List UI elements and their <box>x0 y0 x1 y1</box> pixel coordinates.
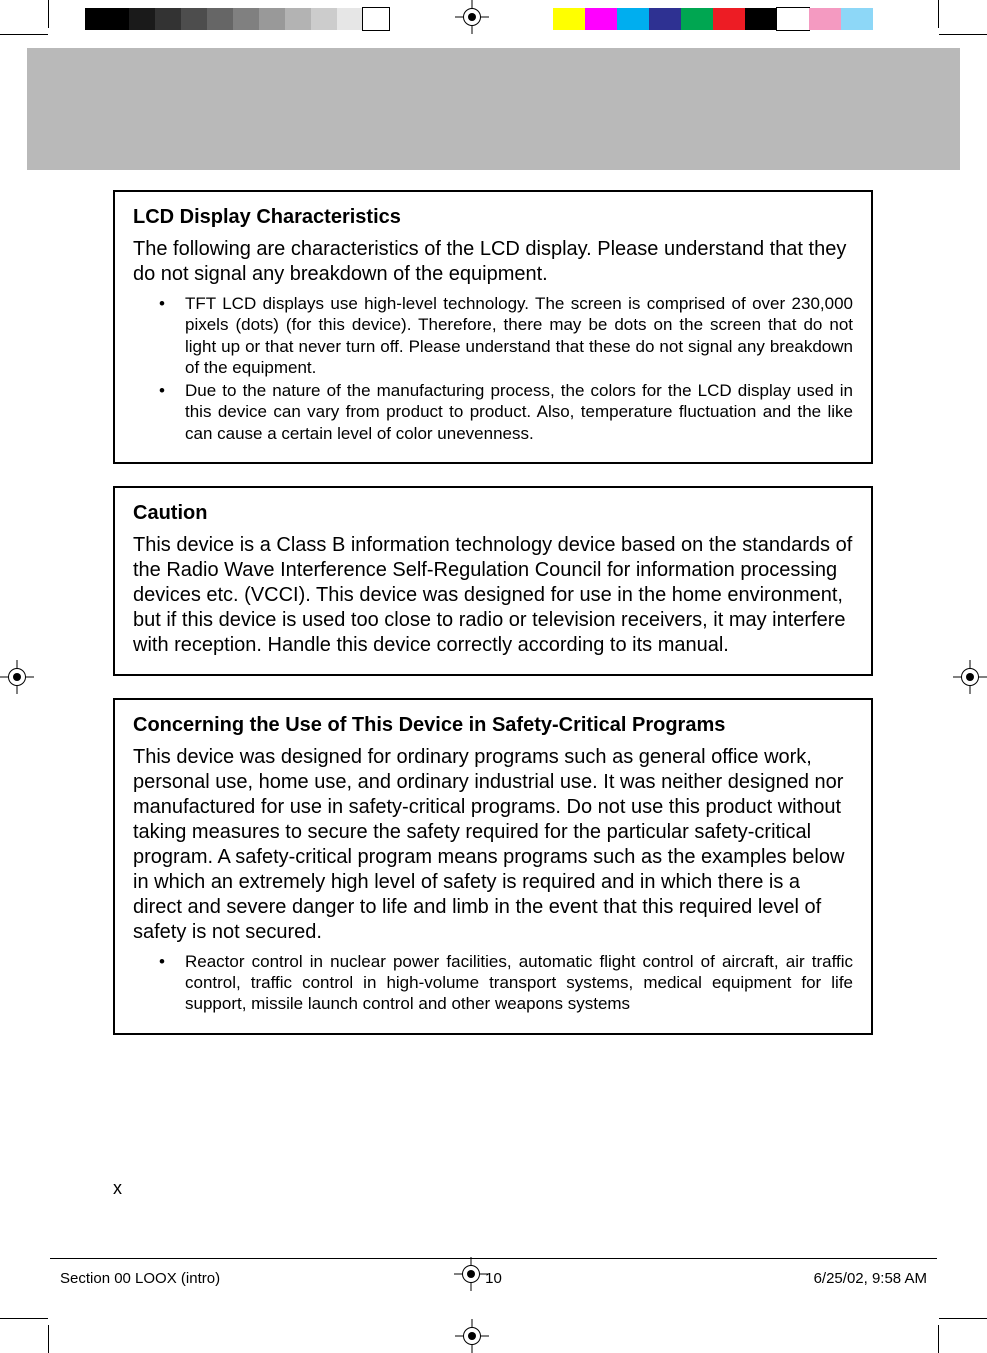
swatch <box>745 8 777 30</box>
crop-mark <box>938 0 939 28</box>
swatch <box>311 8 337 30</box>
crop-mark <box>48 0 49 28</box>
swatch <box>617 8 649 30</box>
crop-mark <box>939 1318 987 1319</box>
bullet-list: TFT LCD displays use high-level technolo… <box>153 293 853 444</box>
info-box-caution: Caution This device is a Class B informa… <box>113 486 873 676</box>
bullet-list: Reactor control in nuclear power facilit… <box>153 951 853 1015</box>
list-item: Reactor control in nuclear power facilit… <box>153 951 853 1015</box>
swatch <box>713 8 745 30</box>
box-title: Caution <box>133 502 853 525</box>
crop-mark <box>938 1325 939 1353</box>
footer-rule <box>50 1258 937 1259</box>
registration-mark-icon <box>953 660 987 694</box>
registration-mark-icon <box>455 1319 489 1353</box>
swatch <box>649 8 681 30</box>
proof-footer: Section 00 LOOX (intro) 10 6/25/02, 9:58… <box>60 1270 927 1287</box>
page-content: LCD Display Characteristics The followin… <box>113 190 873 1057</box>
list-item: Due to the nature of the manufacturing p… <box>153 380 853 444</box>
swatch <box>809 8 841 30</box>
grayscale-calibration-strip <box>85 8 389 30</box>
crop-mark <box>0 1318 48 1319</box>
box-title: Concerning the Use of This Device in Saf… <box>133 714 853 737</box>
footer-right: 6/25/02, 9:58 AM <box>814 1270 927 1287</box>
crop-mark <box>0 34 48 35</box>
swatch <box>85 8 129 30</box>
list-item: TFT LCD displays use high-level technolo… <box>153 293 853 378</box>
page-number-roman: x <box>113 1178 122 1199</box>
swatch <box>337 8 363 30</box>
swatch <box>207 8 233 30</box>
print-proof-page: LCD Display Characteristics The followin… <box>0 0 987 1353</box>
swatch <box>681 8 713 30</box>
box-body: This device is a Class B information tec… <box>133 533 853 658</box>
box-title: LCD Display Characteristics <box>133 206 853 229</box>
crop-mark <box>939 34 987 35</box>
footer-left: Section 00 LOOX (intro) <box>60 1270 220 1287</box>
swatch <box>259 8 285 30</box>
swatch <box>777 8 809 30</box>
swatch <box>155 8 181 30</box>
swatch <box>553 8 585 30</box>
footer-center: 10 <box>485 1270 502 1287</box>
swatch <box>585 8 617 30</box>
swatch <box>181 8 207 30</box>
box-intro: This device was designed for ordinary pr… <box>133 745 853 945</box>
swatch <box>363 8 389 30</box>
info-box-lcd: LCD Display Characteristics The followin… <box>113 190 873 464</box>
color-calibration-strip <box>553 8 873 30</box>
swatch <box>129 8 155 30</box>
box-intro: The following are characteristics of the… <box>133 237 853 287</box>
crop-mark <box>48 1325 49 1353</box>
registration-mark-icon <box>0 660 34 694</box>
header-band <box>27 48 960 170</box>
info-box-safety: Concerning the Use of This Device in Saf… <box>113 698 873 1035</box>
swatch <box>233 8 259 30</box>
swatch <box>285 8 311 30</box>
swatch <box>841 8 873 30</box>
registration-mark-icon <box>455 0 489 34</box>
